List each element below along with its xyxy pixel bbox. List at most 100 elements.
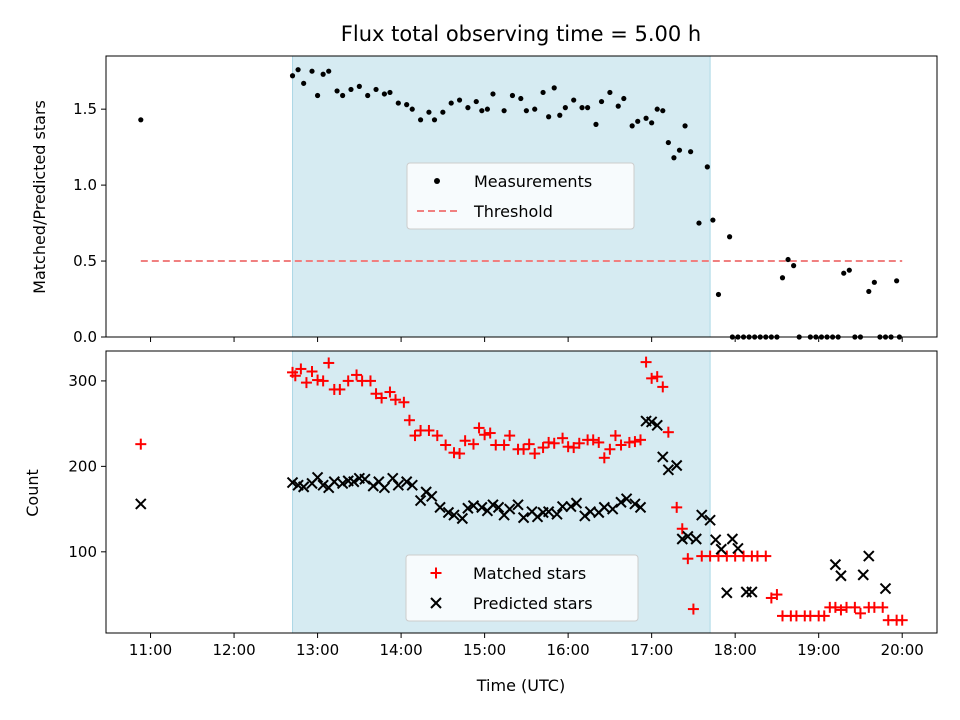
matched-star-point	[376, 392, 388, 404]
marker-stroke	[517, 511, 530, 524]
matched-star-point	[423, 424, 435, 436]
bottom-legend: Matched stars Predicted stars	[405, 554, 639, 622]
measurement-point	[490, 91, 496, 97]
matched-star-point	[587, 434, 599, 446]
matched-star-point	[537, 442, 549, 454]
x-tick-label: 20:00	[881, 641, 924, 659]
measurement-point	[551, 85, 557, 91]
marker-stroke	[430, 597, 442, 609]
marker-stroke	[835, 570, 847, 582]
matched-star-point	[409, 430, 421, 442]
measurement-point	[440, 109, 446, 115]
predicted-star-point	[670, 459, 683, 472]
measurement-point	[456, 97, 463, 103]
marker-stroke	[690, 533, 702, 545]
measurement-point	[557, 112, 563, 118]
matched-star-point	[135, 438, 147, 450]
predicted-star-point	[690, 533, 702, 545]
predicted-star-point	[551, 508, 563, 520]
predicted-star-point	[542, 505, 555, 518]
predicted-star-point	[414, 494, 427, 507]
legend-threshold-label: Threshold	[473, 202, 553, 221]
predicted-star-point	[620, 493, 633, 505]
measurement-point	[682, 123, 688, 129]
matched-star-point	[364, 375, 376, 387]
measurement-point	[334, 88, 340, 94]
marker-stroke	[857, 569, 869, 581]
matched-star-point	[289, 370, 301, 382]
matched-star-point	[484, 427, 496, 439]
marker-stroke	[414, 494, 427, 507]
matched-star-point	[523, 438, 535, 450]
marker-stroke	[676, 533, 688, 545]
predicted-star-point	[467, 499, 480, 512]
marker-stroke	[448, 509, 460, 521]
measurement-point	[295, 67, 301, 73]
top-y-axis-label: Matched/Predicted stars	[30, 100, 49, 294]
predicted-star-point	[487, 499, 499, 511]
top-plot-frame	[105, 55, 938, 338]
measurement-point	[665, 139, 671, 146]
matched-star-point	[334, 383, 346, 395]
measurement-point	[320, 71, 326, 77]
marker-stroke	[476, 501, 488, 514]
predicted-star-point	[556, 500, 569, 513]
predicted-star-point	[662, 464, 675, 476]
matched-star-point	[629, 436, 641, 448]
marker-stroke	[359, 473, 371, 485]
y-tick-label: 0.0	[73, 328, 97, 346]
measurement-point	[381, 91, 387, 97]
matched-stars-points	[135, 356, 908, 626]
matched-star-point	[454, 448, 466, 460]
marker-stroke	[400, 476, 413, 488]
matched-star-point	[829, 601, 841, 613]
marker-stroke	[317, 479, 329, 491]
matched-star-point	[529, 448, 541, 460]
measurement-point	[326, 68, 332, 74]
matched-star-point	[459, 435, 471, 447]
matched-star-point	[384, 386, 396, 398]
measurement-point	[523, 108, 529, 114]
bottom-y-ticks: 100 200 300	[68, 372, 106, 561]
matched-star-point	[604, 443, 616, 455]
predicted-star-point	[570, 497, 583, 509]
measurement-point	[660, 108, 666, 114]
legend-predicted-label: Predicted stars	[473, 594, 593, 613]
measurement-point	[785, 256, 791, 263]
measurement-point	[314, 92, 321, 99]
measurement-point	[484, 106, 490, 112]
x-tick-label: 16:00	[547, 641, 590, 659]
marker-stroke	[311, 471, 324, 484]
marker-stroke	[373, 476, 385, 488]
predicted-star-point	[726, 533, 739, 545]
bottom-legend-box	[405, 554, 639, 622]
marker-stroke	[551, 508, 563, 520]
marker-stroke	[442, 506, 455, 519]
predicted-star-point	[746, 586, 758, 598]
x-tick-label: 18:00	[714, 641, 757, 659]
measurement-point	[387, 89, 393, 96]
measurement-point	[621, 95, 627, 102]
predicted-star-point	[634, 501, 647, 514]
matched-star-point	[854, 607, 866, 619]
predicted-star-point	[657, 451, 669, 463]
matched-star-point	[431, 430, 443, 442]
measurement-point	[426, 109, 432, 115]
marker-stroke	[336, 477, 349, 490]
matched-star-point	[640, 356, 652, 368]
matched-star-point	[765, 592, 777, 604]
marker-stroke	[598, 501, 611, 514]
predicted-star-point	[676, 533, 688, 545]
y-tick-label: 0.5	[73, 252, 97, 270]
matched-star-point	[473, 422, 485, 434]
marker-stroke	[387, 472, 399, 485]
measurement-point	[571, 97, 577, 103]
predicted-star-point	[328, 476, 340, 488]
predicted-star-point	[829, 558, 842, 571]
marker-stroke	[526, 505, 538, 518]
marker-stroke	[863, 550, 875, 562]
measurement-point	[518, 95, 524, 102]
measurement-point	[710, 217, 716, 223]
measurement-point	[894, 278, 900, 284]
matched-star-point	[467, 438, 479, 450]
